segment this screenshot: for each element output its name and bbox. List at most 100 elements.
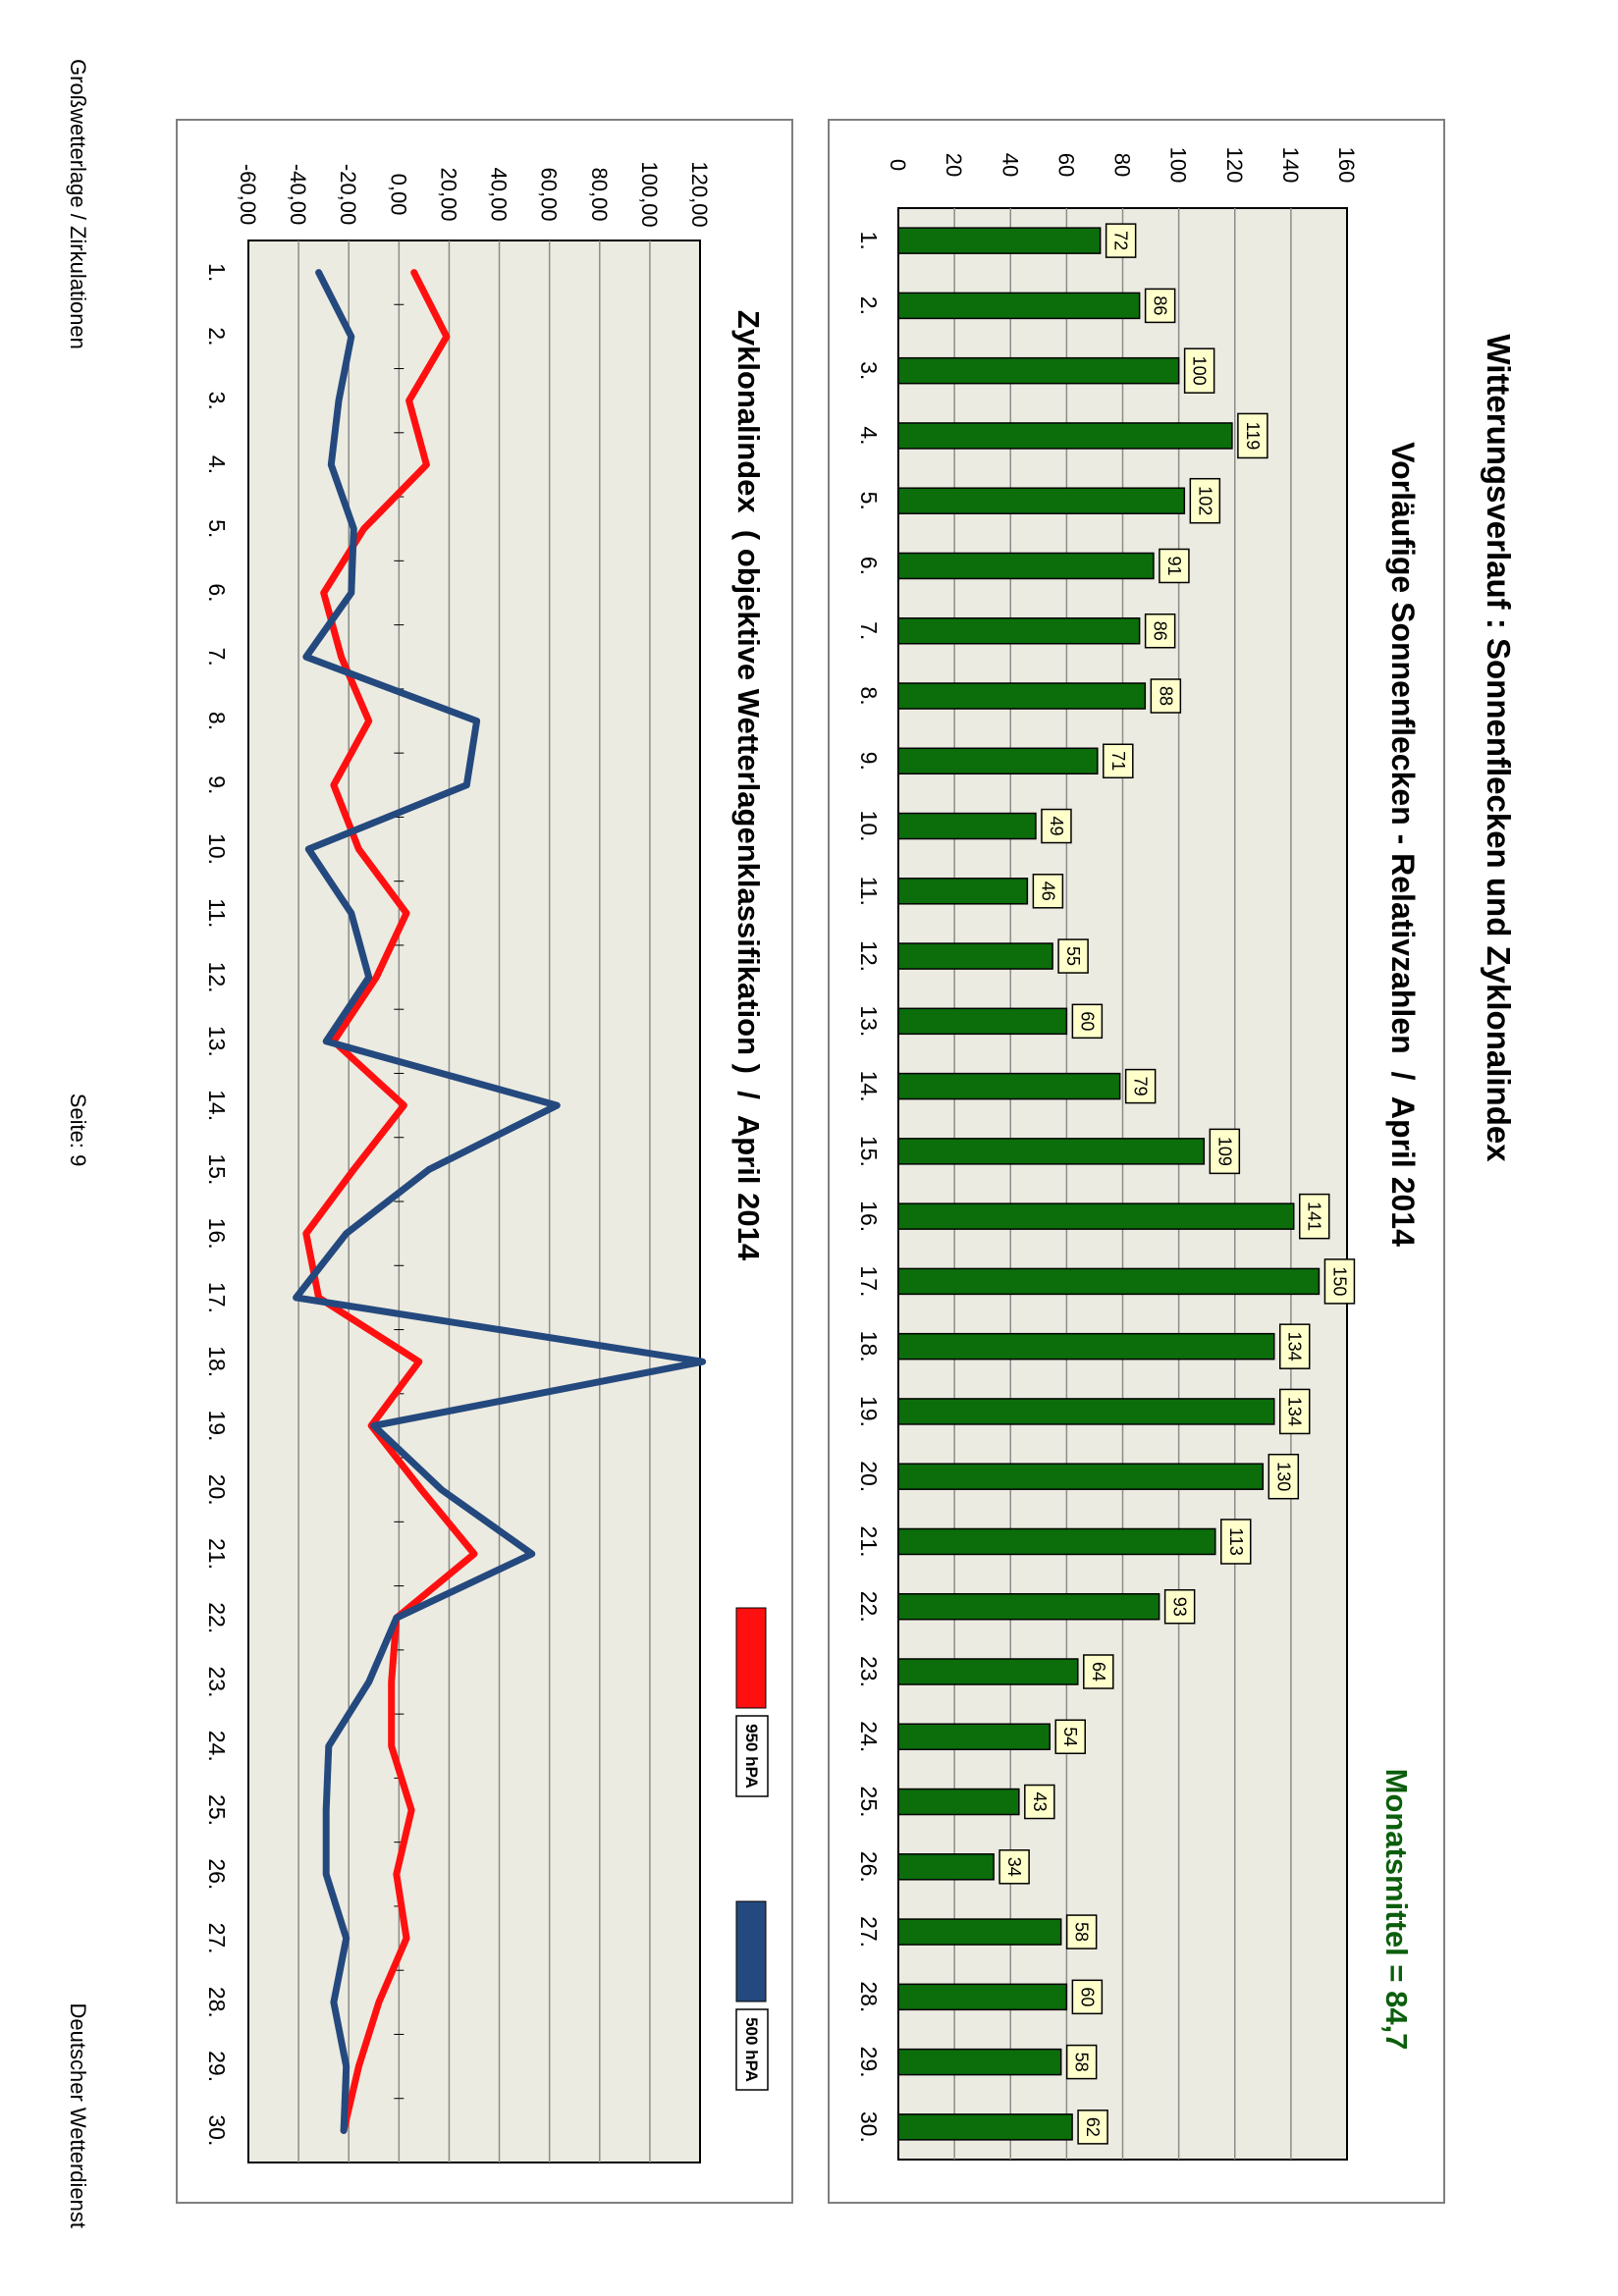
- sunspot-data-label: 62: [1083, 2117, 1103, 2137]
- sunspot-bar: [897, 1138, 1206, 1165]
- sunspot-bar: [897, 747, 1099, 775]
- sunspot-bar: [897, 878, 1029, 905]
- sunspot-x-tick-label: 20.: [856, 1461, 882, 1492]
- sunspot-data-label-box: [1209, 1128, 1241, 1175]
- cyclonal-x-tick-label: 15.: [204, 1153, 230, 1185]
- sunspot-x-tick-label: 13.: [856, 1005, 882, 1037]
- sunspot-y-tick-label: 100: [1166, 147, 1191, 184]
- sunspot-data-label: 60: [1077, 1987, 1097, 2006]
- cyclonal-y-tick-label: 120,00: [687, 161, 712, 227]
- sunspot-x-tick-label: 29.: [856, 2047, 882, 2078]
- cyclonal-x-tick-label: 22.: [204, 1602, 230, 1633]
- cyclonal-x-tick-label: 9.: [204, 775, 230, 794]
- sunspot-data-label: 34: [1004, 1857, 1024, 1877]
- sunspot-x-tick-label: 18.: [856, 1331, 882, 1362]
- cyclonal-x-tick-label: 2.: [204, 327, 230, 346]
- cyclonal-legend: 950 hPA 500 hPA: [735, 1607, 769, 2091]
- sunspot-bar: [897, 1853, 995, 1881]
- sunspot-data-label: 134: [1285, 1397, 1305, 1426]
- sunspot-x-tick-label: 5.: [856, 492, 882, 510]
- sunspot-bar: [897, 1592, 1160, 1621]
- sunspot-data-label: 100: [1190, 356, 1210, 386]
- sunspot-x-tick-label: 2.: [856, 296, 882, 315]
- sunspot-data-label-box: [1105, 223, 1137, 258]
- sunspot-data-label-box: [1032, 874, 1064, 909]
- sunspot-gridlines: [953, 208, 1292, 2160]
- sunspot-x-tick-label: 14.: [856, 1071, 882, 1102]
- sunspot-data-label: 109: [1214, 1137, 1234, 1166]
- sunspot-x-tick-label: 12.: [856, 940, 882, 972]
- legend-box-500-hpa: [735, 2008, 769, 2091]
- series-950-hpa-line: [302, 269, 478, 2134]
- cyclonal-x-tick-label: 24.: [204, 1731, 230, 1762]
- sunspot-x-tick-label: 16.: [856, 1201, 882, 1232]
- sunspot-x-tick-label: 24.: [856, 1721, 882, 1752]
- sunspot-bar: [897, 1527, 1216, 1556]
- legend-swatch-950-hpa: [735, 1607, 767, 1709]
- sunspot-data-label: 64: [1089, 1662, 1108, 1682]
- sunspot-x-tick-label: 4.: [856, 426, 882, 445]
- sunspot-data-label: 119: [1243, 422, 1263, 451]
- sunspot-data-label: 58: [1072, 1922, 1092, 1942]
- monthly-mean-annotation: Monatsmittel = 84,7: [1379, 1769, 1414, 2051]
- sunspot-bar: [897, 227, 1102, 254]
- cyclonal-index-chart: Zyklonalindex ( objektive Wetterlagenkla…: [176, 119, 793, 2204]
- cyclonal-y-tick-label: 100,00: [637, 161, 662, 227]
- sunspot-data-label-box: [998, 1849, 1030, 1885]
- sunspot-data-label-box: [1278, 1388, 1311, 1435]
- cyclonal-x-tick-label: 3.: [204, 392, 230, 410]
- sunspot-x-tick-label: 28.: [856, 1981, 882, 2012]
- sunspot-x-tick-label: 27.: [856, 1916, 882, 1948]
- sunspot-y-tick-label: 20: [942, 153, 966, 177]
- sunspot-data-label-box: [1041, 808, 1072, 844]
- sunspot-data-label-box: [1150, 678, 1182, 714]
- sunspot-data-label-box: [1159, 548, 1190, 584]
- sunspot-data-label: 79: [1131, 1077, 1151, 1096]
- sunspot-x-tick-label: 6.: [856, 557, 882, 575]
- sunspot-data-label-box: [1237, 412, 1268, 459]
- sunspot-data-label: 102: [1195, 486, 1214, 515]
- sunspot-bar: [897, 292, 1141, 320]
- sunspot-bar: [897, 1983, 1068, 2011]
- sunspot-x-tick-label: 1.: [856, 232, 882, 250]
- sunspot-x-tick-label: 15.: [856, 1136, 882, 1167]
- cyclonal-x-tick-label: 12.: [204, 962, 230, 993]
- sunspot-data-label-box: [1144, 288, 1176, 324]
- sunspot-x-tick-label: 8.: [856, 686, 882, 705]
- sunspot-x-axis: 1. 2. 3. 4. 5. 6. 7. 8. 9. 10. 11. 12. 13. 14. 15. 16. 1…: [856, 232, 882, 2143]
- sunspot-bar: [897, 356, 1180, 385]
- legend-label-500-hpa: 500 hPA: [742, 2017, 761, 2082]
- sunspot-data-label: 113: [1226, 1527, 1246, 1556]
- sunspot-y-tick-label: 40: [998, 153, 1022, 177]
- sunspot-data-label-box: [1054, 1719, 1086, 1755]
- sunspot-x-tick-label: 19.: [856, 1396, 882, 1427]
- cyclonal-x-tick-label: 1.: [204, 263, 230, 282]
- sunspot-bar: [897, 1918, 1062, 1946]
- sunspot-data-label-box: [1071, 1003, 1104, 1040]
- cyclonal-x-tick-label: 26.: [204, 1858, 230, 1890]
- sunspot-y-tick-label: 60: [1053, 153, 1078, 177]
- sunspot-y-tick-label: 160: [1334, 147, 1359, 184]
- sunspot-x-tick-label: 11.: [856, 877, 882, 906]
- sunspot-data-label: 93: [1170, 1597, 1190, 1617]
- cyclonal-chart-title: Zyklonalindex ( objektive Wetterlagenkla…: [731, 310, 766, 1261]
- sunspot-bar: [897, 1463, 1265, 1490]
- sunspot-data-label: 134: [1285, 1332, 1305, 1362]
- cyclonal-x-tick-label: 20.: [204, 1474, 230, 1506]
- sunspot-data-label: 46: [1038, 881, 1057, 901]
- sunspot-data-label: 54: [1060, 1727, 1080, 1746]
- sunspot-y-tick-label: 0: [886, 159, 910, 171]
- legend-label-950-hpa: 950 hPA: [742, 1724, 761, 1789]
- cyclonal-x-tick-label: 13.: [204, 1026, 230, 1057]
- sunspot-y-axis: 0 20 40 60 80 100 120 140 160: [886, 147, 1359, 184]
- sunspot-bar: [897, 2113, 1073, 2141]
- sunspot-data-label-box: [1183, 347, 1215, 394]
- sunspot-bar: [897, 1723, 1051, 1751]
- sunspot-x-tick-label: 30.: [856, 2111, 882, 2143]
- sunspot-y-tick-label: 80: [1110, 153, 1135, 177]
- cyclonal-gridlines: [297, 240, 651, 2163]
- sunspot-data-label-box: [1189, 477, 1221, 524]
- cyclonal-y-tick-label: 20,00: [436, 167, 460, 221]
- sunspot-bar: [897, 422, 1233, 450]
- cyclonal-x-tick-label: 30.: [204, 2114, 230, 2146]
